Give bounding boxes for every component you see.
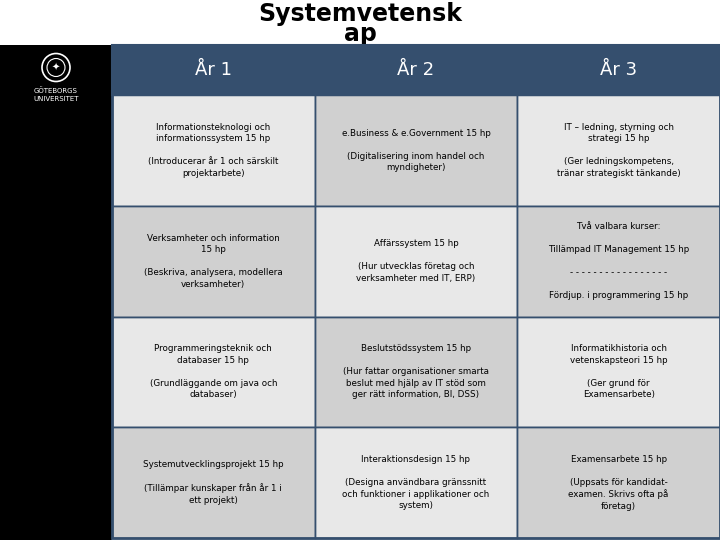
Text: Informatikhistoria och
vetenskapsteori 15 hp

(Ger grund för
Examensarbete): Informatikhistoria och vetenskapsteori 1… <box>570 345 667 399</box>
Bar <box>315 95 518 206</box>
Text: ap: ap <box>343 22 377 46</box>
Text: Examensarbete 15 hp

(Uppsats för kandidat-
examen. Skrivs ofta på
företag): Examensarbete 15 hp (Uppsats för kandida… <box>569 455 669 511</box>
Bar <box>0 45 112 540</box>
Bar <box>112 427 315 538</box>
Text: Informationsteknologi och
informationssystem 15 hp

(Introducerar år 1 och särsk: Informationsteknologi och informationssy… <box>148 123 279 178</box>
Bar <box>518 206 720 316</box>
Bar <box>112 95 315 206</box>
Bar <box>518 427 720 538</box>
Bar <box>518 316 720 427</box>
Text: Systemvetensk: Systemvetensk <box>258 2 462 26</box>
Bar <box>518 95 720 206</box>
Text: År 2: År 2 <box>397 61 435 79</box>
Bar <box>112 316 315 427</box>
Text: År 3: År 3 <box>600 61 637 79</box>
Bar <box>112 206 315 316</box>
Bar <box>112 45 720 538</box>
Text: Affärssystem 15 hp

(Hur utvecklas företag och
verksamheter med IT, ERP): Affärssystem 15 hp (Hur utvecklas företa… <box>356 239 476 283</box>
Text: e.Business & e.Government 15 hp

(Digitalisering inom handel och
myndigheter): e.Business & e.Government 15 hp (Digital… <box>341 129 490 172</box>
Text: Beslutstödssystem 15 hp

(Hur fattar organisationer smarta
beslut med hjälp av I: Beslutstödssystem 15 hp (Hur fattar orga… <box>343 345 489 399</box>
Bar <box>112 45 720 95</box>
Bar <box>315 316 518 427</box>
Text: Systemutvecklingsprojekt 15 hp

(Tillämpar kunskaper från år 1 i
ett projekt): Systemutvecklingsprojekt 15 hp (Tillämpa… <box>143 461 284 505</box>
Text: Två valbara kurser:

Tillämpad IT Management 15 hp

- - - - - - - - - - - - - - : Två valbara kurser: Tillämpad IT Managem… <box>548 222 689 300</box>
Bar <box>315 427 518 538</box>
Text: GÖTEBORGS
UNIVERSITET: GÖTEBORGS UNIVERSITET <box>33 87 78 103</box>
Text: Interaktionsdesign 15 hp

(Designa användbara gränssnitt
och funktioner i applik: Interaktionsdesign 15 hp (Designa använd… <box>343 455 490 510</box>
Bar <box>112 45 720 95</box>
Text: År 1: År 1 <box>195 61 232 79</box>
Text: IT – ledning, styrning och
strategi 15 hp

(Ger ledningskompetens,
tränar strate: IT – ledning, styrning och strategi 15 h… <box>557 123 680 178</box>
Text: Programmeringsteknik och
databaser 15 hp

(Grundläggande om java och
databaser): Programmeringsteknik och databaser 15 hp… <box>150 345 277 399</box>
Bar <box>315 206 518 316</box>
Text: Verksamheter och information
15 hp

(Beskriva, analysera, modellera
verksamheter: Verksamheter och information 15 hp (Besk… <box>144 234 283 288</box>
Text: ✦: ✦ <box>52 63 60 72</box>
